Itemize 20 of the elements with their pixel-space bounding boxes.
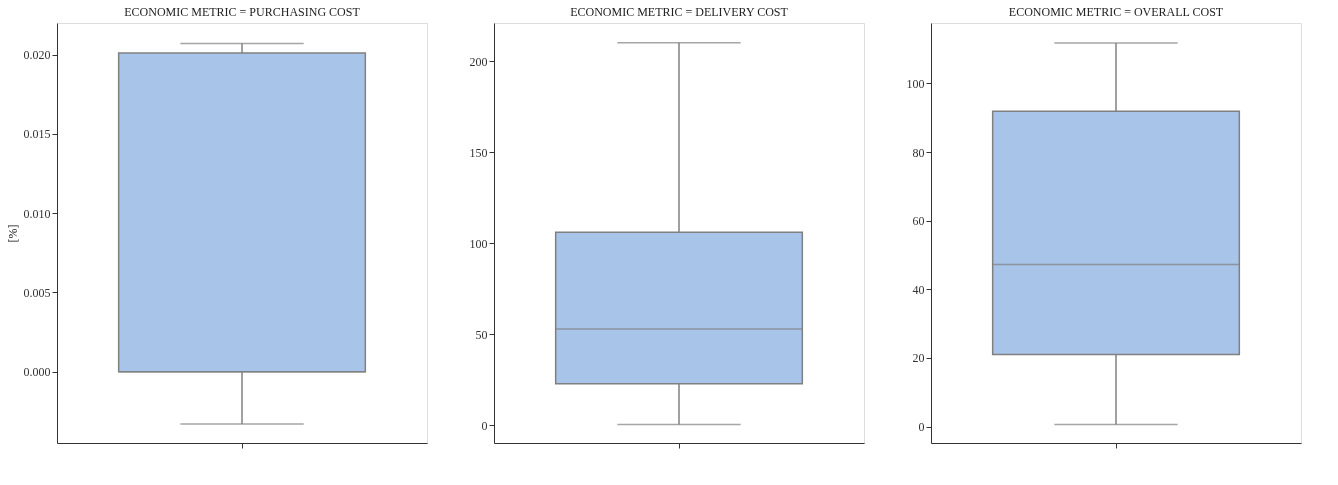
y-tick-label: 150 — [469, 145, 488, 160]
chart-title: ECONOMIC METRIC = DELIVERY COST — [570, 5, 789, 19]
y-tick-label: 0.020 — [23, 48, 51, 63]
y-tick-label: 0.015 — [23, 127, 51, 142]
y-tick-label: 60 — [912, 214, 925, 229]
y-tick-label: 20 — [912, 351, 925, 366]
y-tick-label: 0.000 — [23, 365, 51, 380]
y-tick-label: 100 — [469, 236, 488, 251]
chart-title: ECONOMIC METRIC = PURCHASING COST — [124, 5, 361, 19]
y-tick-label: 0 — [481, 418, 488, 433]
y-tick-label: 50 — [475, 327, 488, 342]
y-tick-label: 80 — [912, 145, 925, 160]
y-tick-label: 40 — [912, 282, 925, 297]
y-tick-label: 0.010 — [23, 206, 51, 221]
y-axis-title: [%] — [5, 224, 20, 243]
chart-title: ECONOMIC METRIC = OVERALL COST — [1008, 5, 1224, 19]
y-tick-label: 0.005 — [23, 285, 51, 300]
y-tick-label: 200 — [469, 54, 488, 69]
y-tick-label: 100 — [906, 76, 925, 91]
y-tick-label: 0 — [918, 420, 925, 435]
